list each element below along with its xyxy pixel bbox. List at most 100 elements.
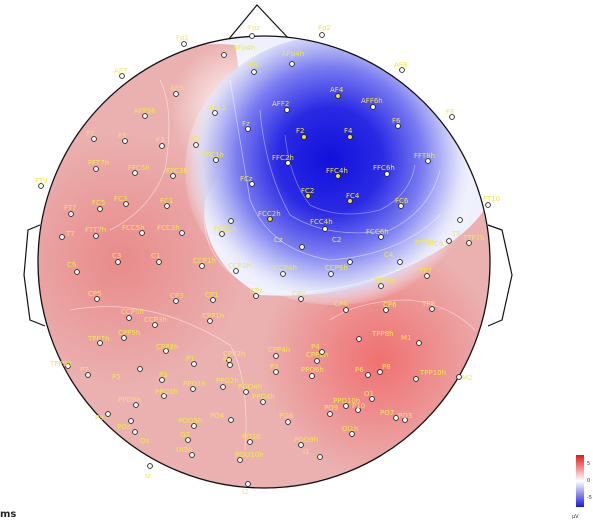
electrode-cp6 (383, 307, 389, 313)
electrode-fp2 (319, 32, 325, 38)
electrode-label-f8: F8 (446, 108, 454, 116)
electrode-oi2h (189, 452, 195, 458)
electrode-label-cpp3h: CPP3h (156, 343, 178, 351)
electrode-afp4h (289, 61, 295, 67)
electrode-p7 (85, 372, 91, 378)
electrode-f7 (91, 136, 97, 142)
electrode-label-po4: PO4 (210, 412, 225, 420)
electrode-p1 (191, 361, 197, 367)
electrode-label-cpp1h: CPP1h (202, 312, 224, 320)
electrode-label-ppo5h: PPO5h (118, 396, 141, 404)
electrode-label-tpp10h: TPP10h (419, 369, 446, 377)
electrode-fcc1h (179, 230, 185, 236)
electrode-label-fcc4h: FCC4h (310, 218, 333, 226)
electrode-label-af4: AF4 (330, 86, 344, 94)
electrode-label-c6: C6 (434, 240, 444, 248)
electrode-fc4 (347, 198, 353, 204)
electrode-label-ccp6h: CCP6h (325, 264, 348, 272)
electrode-label-cp3: CP3 (170, 292, 184, 300)
electrode-label-ftt7h: FTT7h (85, 226, 106, 234)
electrode-tpp7h (97, 340, 103, 346)
electrode-label-fc6: FC6 (395, 197, 409, 205)
electrode-po3 (402, 417, 408, 423)
electrode-ft10 (485, 202, 491, 208)
electrode-c2 (299, 244, 305, 250)
electrode-fft7h (93, 166, 99, 172)
electrode-label-cp1: CP1 (205, 291, 219, 299)
electrode-oz (132, 429, 138, 435)
electrode-o2 (185, 437, 191, 443)
electrode-p5 (137, 366, 143, 372)
electrode-label-cp6: CP6 (383, 301, 397, 309)
electrode-label-ccp2h: CCP2h (228, 262, 251, 270)
electrode-label-fc4: FC4 (346, 192, 360, 200)
electrode-label-p10: P10 (352, 402, 365, 410)
electrode-label-ttp7h: TTP7h (462, 234, 485, 242)
electrode-fcc6h (322, 226, 328, 232)
electrode-label-poz: POz (117, 423, 131, 431)
electrode-tpp10h (413, 376, 419, 382)
electrode-fc1 (164, 203, 170, 209)
electrode-cz (219, 231, 225, 237)
electrode-label-cpp6h: CPP6h (306, 351, 328, 359)
electrode-poo9h (298, 442, 304, 448)
electrode-po10 (247, 439, 253, 445)
electrode-iz (147, 463, 153, 469)
electrode-c6 (397, 259, 403, 265)
electrode-i2 (245, 481, 251, 487)
electrode-fcc3h (139, 230, 145, 236)
electrode-f5 (122, 138, 128, 144)
electrode-ppo3h (161, 393, 167, 399)
electrode-label-f6: F6 (392, 117, 401, 125)
electrode-label-afp4h: AFp4h (282, 50, 304, 58)
electrode-label-afz: AFz (247, 61, 260, 69)
electrode-cpp4h (273, 353, 279, 359)
electrode-label-ppo4h: PPO4h (252, 393, 275, 401)
electrode-poz (128, 418, 134, 424)
electrode-label-aff6h: AFF6h (361, 97, 383, 105)
electrode-label-t8: T8 (451, 230, 461, 238)
electrode-cp4 (343, 307, 349, 313)
electrode-label-p7: P7 (80, 366, 89, 374)
electrode-label-fc3: FC3 (114, 195, 127, 203)
electrode-label-p3: P3 (159, 371, 168, 379)
electrode-fc3 (123, 201, 129, 207)
electrode-f3 (159, 143, 165, 149)
electrode-p2 (273, 369, 279, 375)
electrode-label-ttp8h: TTP8h (373, 277, 396, 285)
electrode-label-f4: F4 (344, 127, 353, 135)
electrode-label-fc1: FC1 (160, 197, 173, 205)
electrode-label-i2: I2 (242, 488, 249, 496)
electrode-ppo2h (220, 384, 226, 390)
electrode-ttp7h (466, 240, 472, 246)
electrode-label-c4: C4 (384, 251, 394, 259)
electrode-af3 (173, 91, 179, 97)
electrode-ft9 (38, 183, 44, 189)
colorbar-bar (576, 455, 584, 507)
electrode-label-fcz: FCz (240, 175, 253, 183)
electrode-label-poo4h: POO4h (238, 383, 262, 391)
electrode-label-fc2: FC2 (301, 187, 314, 195)
electrode-label-ccp4h: CCP4h (274, 264, 297, 272)
electrode-label-fcc3h: FCC3h (157, 224, 180, 232)
electrode-label-t7: T7 (65, 230, 75, 238)
electrode-cp1 (210, 297, 216, 303)
electrode-label-tp7: TP7 (418, 267, 432, 275)
electrode-label-p2: P2 (270, 363, 279, 371)
electrode-label-cp5: CP5 (88, 290, 102, 298)
electrode-ppo1h (190, 386, 196, 392)
electrode-ppo5h (133, 402, 139, 408)
electrode-label-p5: P5 (112, 373, 121, 381)
electrode-label-af7: AF7 (114, 67, 127, 75)
electrode-label-cp2: CP2 (292, 290, 306, 298)
electrode-label-f3: F3 (156, 136, 164, 144)
electrode-label-c2: C2 (332, 236, 341, 244)
electrode-ft7 (68, 211, 74, 217)
electrode-label-m1: M1 (401, 334, 412, 342)
electrode-layer: Fpz Fp1 Fp2 AFp4h AFp4h AF7 AFz AF8 AF4 AFF2 AFF6h… (35, 24, 500, 496)
electrode-label-ft9: FT9 (35, 177, 48, 185)
electrode-label-fcc5h: FCC5h (122, 224, 145, 232)
electrode-ttp8h (378, 283, 384, 289)
electrode-label-poo10h: POO10h (235, 451, 264, 459)
electrode-ccp5h (126, 315, 132, 321)
